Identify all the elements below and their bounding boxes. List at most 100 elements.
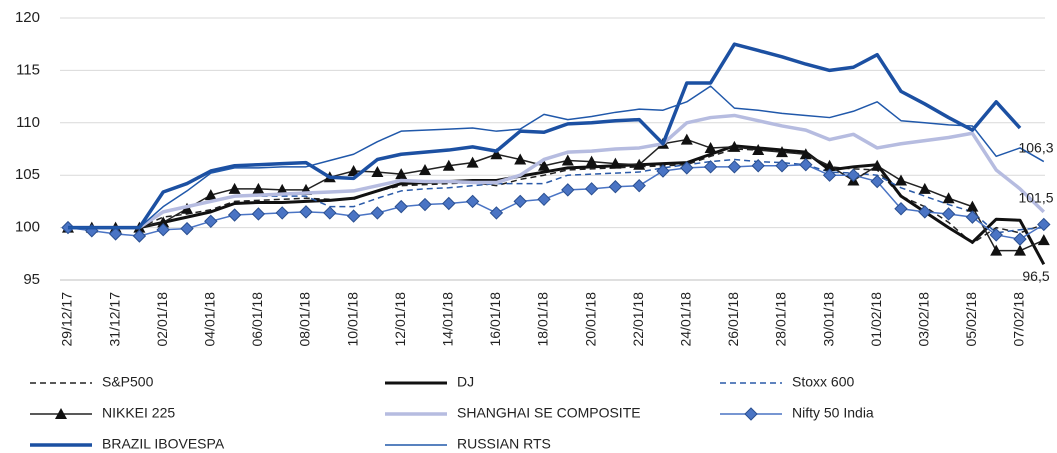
marker [442,196,456,211]
marker [633,158,646,170]
marker [157,216,170,228]
x-tick-label: 22/01/18 [630,292,646,347]
marker [680,133,693,145]
marker [703,160,718,174]
x-tick-label: 03/02/18 [916,292,932,347]
y-tick-label: 120 [15,9,40,26]
marker [538,159,550,171]
marker [419,163,431,175]
marker [466,156,479,168]
x-tick-label: 26/01/18 [725,292,741,347]
marker [323,206,337,220]
x-tick-label: 30/01/18 [820,292,836,347]
series [68,148,1045,245]
marker [942,192,955,204]
marker [394,199,408,214]
x-tick-label: 14/01/18 [440,292,456,347]
marker [513,194,527,209]
marker [775,159,789,173]
marker [490,148,503,160]
marker [632,178,646,193]
marker [1037,234,1050,246]
marker [918,182,931,194]
marker [823,159,836,171]
marker [561,183,575,197]
x-tick-label: 07/02/18 [1011,292,1027,347]
x-tick-label: 20/01/18 [582,292,598,347]
marker [680,161,694,175]
marker [347,165,360,177]
legend-item: DJ [385,374,474,390]
marker [656,164,670,178]
marker [727,160,742,174]
marker [228,182,241,194]
marker [299,205,313,219]
legend-item: SHANGHAI SE COMPOSITE [385,405,641,421]
marker [894,202,908,216]
x-tick-label: 24/01/18 [678,292,694,347]
series-line [68,148,1045,245]
marker [822,168,837,182]
marker [252,182,265,194]
marker [1013,232,1027,246]
series [68,113,1046,230]
series-line [68,113,1046,230]
marker [752,144,765,156]
x-tick-label: 12/01/18 [392,292,408,347]
marker [966,200,979,212]
marker [204,189,217,201]
legend-label: Nifty 50 India [792,405,874,421]
marker [346,209,361,223]
series [61,158,1051,246]
marker [1037,217,1051,232]
marker [728,140,741,152]
legend-label: DJ [457,374,474,390]
legend-label: SHANGHAI SE COMPOSITE [457,405,641,421]
marker [251,207,266,221]
marker [514,153,527,165]
marker [751,159,765,173]
annotation: 96,5 [1022,268,1049,284]
marker [465,194,480,209]
marker [585,155,598,167]
marker [180,221,194,236]
marker [132,229,147,243]
x-tick-label: 04/01/18 [202,292,218,347]
marker [918,205,932,219]
marker [799,158,813,172]
x-tick-label: 06/01/18 [249,292,265,347]
marker [744,407,758,421]
legend-item: Stoxx 600 [720,374,854,390]
marker [584,182,599,196]
y-tick-label: 105 [15,166,40,183]
marker [608,180,623,194]
series-line [68,42,1022,230]
marker [370,206,385,220]
x-tick-label: 08/01/18 [297,292,313,347]
legend-label: RUSSIAN RTS [457,436,551,452]
legend-label: NIKKEI 225 [102,405,175,421]
series [68,42,1022,230]
legend-label: S&P500 [102,374,154,390]
marker [941,207,956,221]
y-tick-label: 115 [16,61,40,78]
y-tick-label: 110 [16,114,40,131]
marker [156,222,170,237]
annotation: 101,5 [1018,190,1053,206]
x-tick-label: 18/01/18 [535,292,551,347]
y-tick-label: 95 [23,271,40,288]
marker [418,197,432,212]
x-tick-label: 10/01/18 [344,292,360,347]
marker [489,206,504,220]
marker [990,244,1003,256]
legend-item: S&P500 [30,374,154,390]
marker [561,154,574,166]
marker [846,168,861,182]
legend-label: Stoxx 600 [792,374,854,390]
marker [371,166,384,178]
marker [276,183,289,195]
x-tick-label: 31/12/17 [106,292,122,347]
series [68,85,1045,229]
x-tick-label: 02/01/18 [154,292,170,347]
